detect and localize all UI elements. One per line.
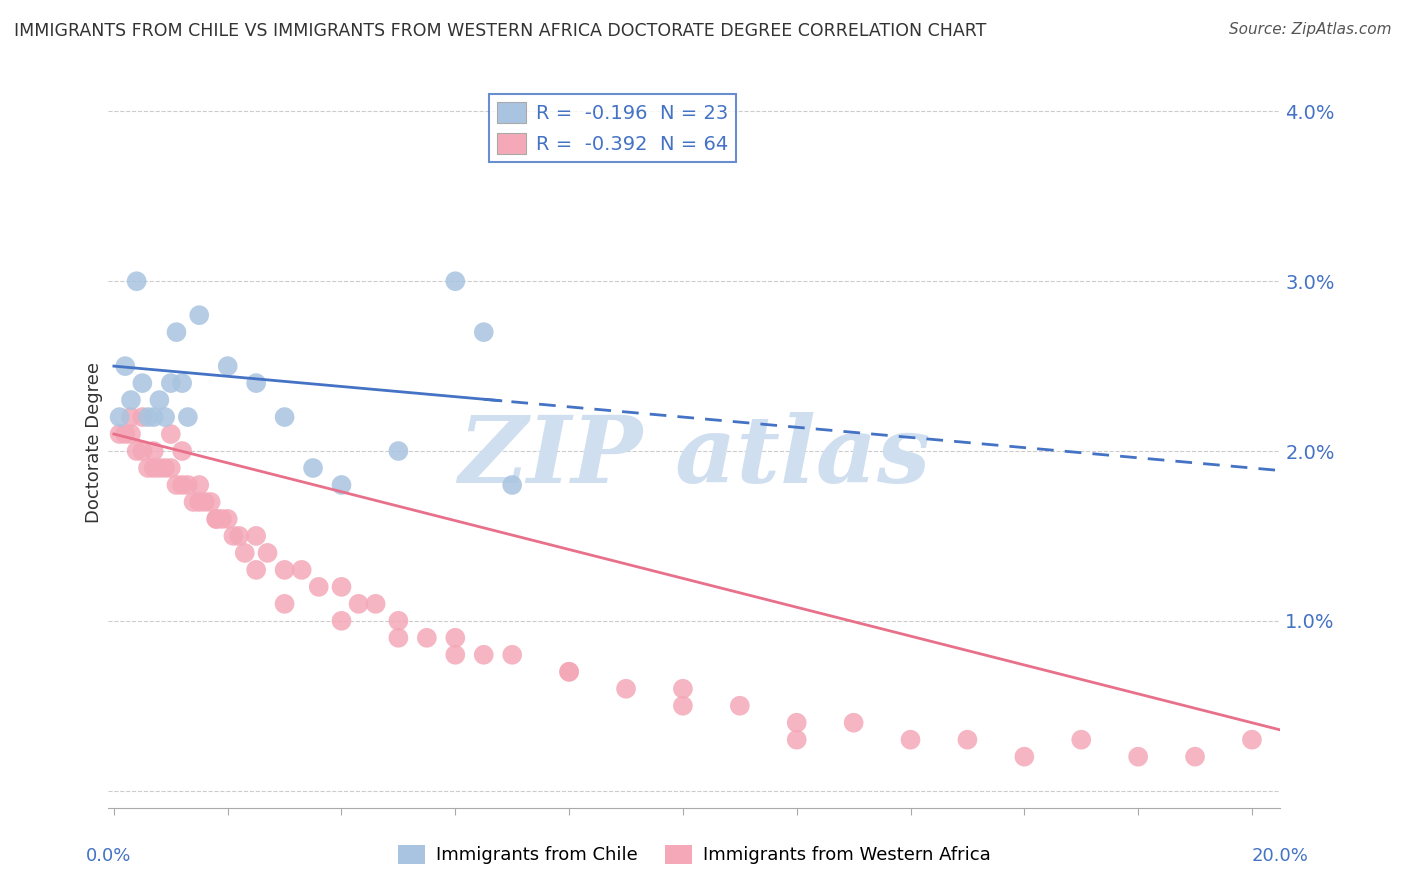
Point <box>364 597 387 611</box>
Point <box>125 274 148 288</box>
Point <box>159 376 181 390</box>
Point <box>108 410 131 425</box>
Point <box>183 495 205 509</box>
Point <box>177 478 200 492</box>
Point <box>273 563 295 577</box>
Point <box>728 698 751 713</box>
Point <box>672 698 695 713</box>
Point <box>956 732 979 747</box>
Point <box>330 478 353 492</box>
Point <box>153 461 176 475</box>
Point <box>308 580 330 594</box>
Point <box>245 376 267 390</box>
Point <box>153 410 176 425</box>
Point <box>159 427 181 442</box>
Point <box>245 529 267 543</box>
Text: Source: ZipAtlas.com: Source: ZipAtlas.com <box>1229 22 1392 37</box>
Point <box>256 546 278 560</box>
Point <box>114 427 136 442</box>
Point <box>614 681 637 696</box>
Point <box>273 597 295 611</box>
Point <box>188 308 211 322</box>
Point <box>120 393 142 408</box>
Point <box>1070 732 1092 747</box>
Point <box>228 529 250 543</box>
Point <box>672 681 695 696</box>
Point <box>558 665 581 679</box>
Point <box>1240 732 1263 747</box>
Point <box>125 444 148 458</box>
Text: 20.0%: 20.0% <box>1251 847 1309 865</box>
Point <box>142 444 165 458</box>
Point <box>142 461 165 475</box>
Point <box>222 529 245 543</box>
Point <box>786 732 808 747</box>
Point <box>172 444 194 458</box>
Legend: R =  -0.196  N = 23, R =  -0.392  N = 64: R = -0.196 N = 23, R = -0.392 N = 64 <box>489 95 735 162</box>
Point <box>444 631 467 645</box>
Point <box>120 410 142 425</box>
Text: 0.0%: 0.0% <box>86 847 131 865</box>
Point <box>1126 749 1149 764</box>
Y-axis label: Doctorate Degree: Doctorate Degree <box>86 362 103 523</box>
Point <box>291 563 314 577</box>
Point <box>194 495 217 509</box>
Point <box>166 478 188 492</box>
Point <box>205 512 228 526</box>
Point <box>842 715 865 730</box>
Point <box>131 444 153 458</box>
Point <box>330 580 353 594</box>
Text: IMMIGRANTS FROM CHILE VS IMMIGRANTS FROM WESTERN AFRICA DOCTORATE DEGREE CORRELA: IMMIGRANTS FROM CHILE VS IMMIGRANTS FROM… <box>14 22 987 40</box>
Point <box>211 512 233 526</box>
Point <box>387 614 409 628</box>
Point <box>387 631 409 645</box>
Point <box>347 597 370 611</box>
Point <box>472 648 495 662</box>
Point <box>200 495 222 509</box>
Point <box>136 461 159 475</box>
Point <box>416 631 439 645</box>
Point <box>114 359 136 373</box>
Point <box>131 376 153 390</box>
Point <box>444 648 467 662</box>
Point <box>900 732 922 747</box>
Point <box>472 325 495 339</box>
Point <box>217 359 239 373</box>
Point <box>1184 749 1206 764</box>
Point <box>188 478 211 492</box>
Point <box>136 410 159 425</box>
Point <box>330 614 353 628</box>
Point <box>177 410 200 425</box>
Point <box>166 325 188 339</box>
Point <box>245 563 267 577</box>
Point <box>205 512 228 526</box>
Point <box>148 461 170 475</box>
Point <box>233 546 256 560</box>
Point <box>558 665 581 679</box>
Point <box>444 274 467 288</box>
Point <box>273 410 295 425</box>
Point <box>159 461 181 475</box>
Point <box>142 410 165 425</box>
Point <box>501 478 523 492</box>
Point <box>172 478 194 492</box>
Point <box>786 715 808 730</box>
Point <box>188 495 211 509</box>
Point <box>387 444 409 458</box>
Point <box>217 512 239 526</box>
Point <box>1014 749 1036 764</box>
Point <box>148 393 170 408</box>
Text: ZIP atlas: ZIP atlas <box>458 412 931 502</box>
Point <box>131 410 153 425</box>
Point <box>120 427 142 442</box>
Point <box>108 427 131 442</box>
Point <box>501 648 523 662</box>
Point <box>172 376 194 390</box>
Point <box>302 461 325 475</box>
